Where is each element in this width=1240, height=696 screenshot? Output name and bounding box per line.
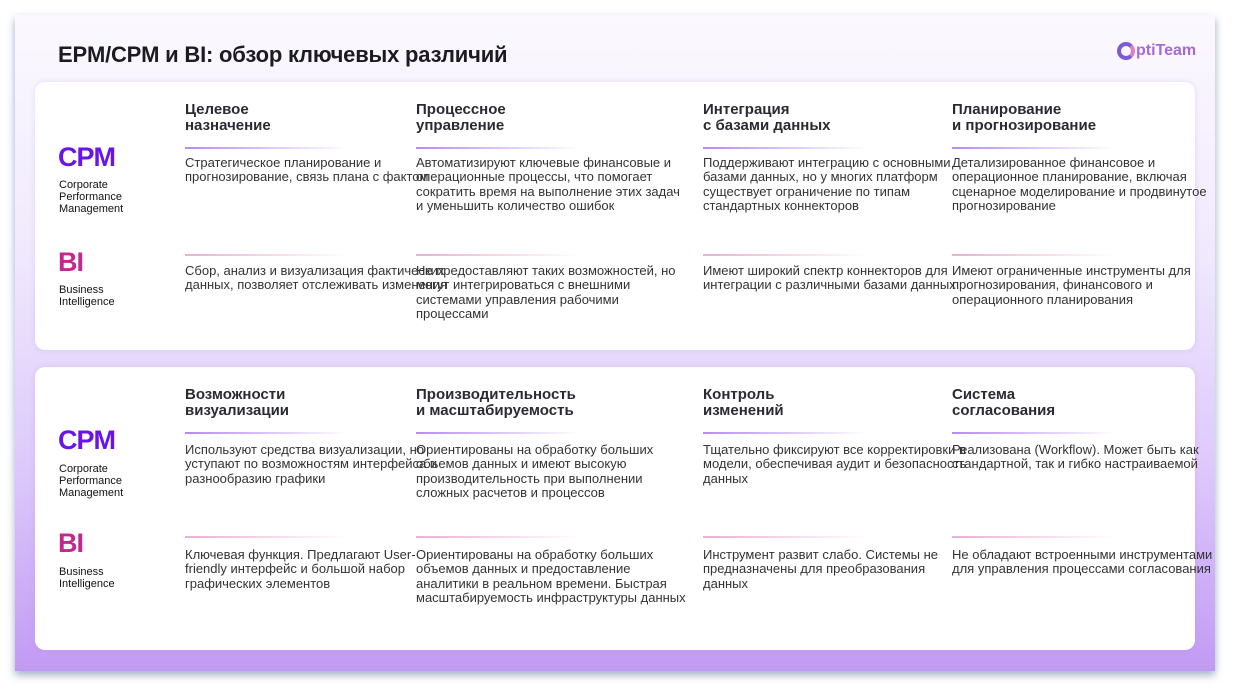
column-header: Планирование и прогнозирование <box>952 102 1182 134</box>
column-header: Возможности визуализации <box>185 387 415 419</box>
bi-cell: Не обладают встроенными инструментами дл… <box>952 547 1213 577</box>
cpm-cell: Используют средства визуализации, но уст… <box>185 442 438 486</box>
column-header: Целевое назначение <box>185 102 415 134</box>
cpm-divider <box>185 147 350 149</box>
column-header: Процессное управление <box>416 102 646 134</box>
bi-full-name-line: Intelligence <box>59 296 115 308</box>
bi-cell: Сбор, анализ и визуализация фактических … <box>185 263 448 293</box>
column-header-line: назначение <box>185 117 271 134</box>
column-header-line: Производительность <box>416 386 576 403</box>
cpm-cell: Реализована (Workflow). Может быть как с… <box>952 442 1199 472</box>
column-header-line: Процессное <box>416 101 506 118</box>
column-header-line: Контроль <box>703 386 775 403</box>
cpm-full-name-line: Corporate <box>59 179 108 191</box>
column-header-line: согласования <box>952 402 1056 419</box>
cpm-label: CPM <box>58 142 116 172</box>
optiteam-logo: ptiTeam <box>1117 42 1196 60</box>
column-header-line: и масштабируемость <box>416 402 574 419</box>
cpm-full-name-line: Performance <box>59 191 122 203</box>
bi-cell: Имеют ограниченные инструменты для прогн… <box>952 263 1191 307</box>
column-header-line: изменений <box>703 402 784 419</box>
cpm-cell: Стратегическое планирование и прогнозиро… <box>185 155 429 185</box>
bi-label: BI <box>58 528 84 558</box>
bi-divider <box>416 536 581 538</box>
bi-divider <box>952 536 1117 538</box>
bi-cell: Имеют широкий спектр коннекторов для инт… <box>703 263 956 293</box>
cpm-divider <box>952 432 1117 434</box>
cpm-full-name: Corporate Performance Management <box>59 179 123 215</box>
cpm-divider <box>416 432 581 434</box>
cpm-full-name: Corporate Performance Management <box>59 463 123 499</box>
column-header: Система согласования <box>952 387 1182 419</box>
cpm-cell: Ориентированы на обработку больших объем… <box>416 442 654 501</box>
cpm-cell: Детализированное финансовое и операционн… <box>952 155 1207 214</box>
cpm-divider <box>703 432 868 434</box>
cpm-divider <box>952 147 1117 149</box>
cpm-cell: Автоматизируют ключевые финансовые и опе… <box>416 155 680 214</box>
bi-divider <box>703 536 868 538</box>
column-header-line: Целевое <box>185 101 249 118</box>
cpm-full-name-line: Corporate <box>59 463 108 475</box>
column-header: Интеграция с базами данных <box>703 102 933 134</box>
column-header: Производительность и масштабируемость <box>416 387 646 419</box>
bi-full-name: Business Intelligence <box>59 566 115 590</box>
column-header-line: Интеграция <box>703 101 790 118</box>
slide: EPM/CPM и BI: обзор ключевых различий pt… <box>15 15 1215 671</box>
bi-divider <box>416 254 581 256</box>
bi-full-name-line: Business <box>59 566 104 578</box>
bi-full-name-line: Business <box>59 284 104 296</box>
comparison-card-1: CPM Corporate Performance Management BI Busin… <box>35 82 1207 350</box>
column-header-line: Возможности <box>185 386 286 403</box>
bi-cell: Не предоставляют таких возможностей, но … <box>416 263 676 322</box>
cpm-label: CPM <box>58 425 116 455</box>
column-header-line: визуализации <box>185 402 290 419</box>
cpm-full-name-line: Management <box>59 487 124 499</box>
cpm-full-name-line: Performance <box>59 475 122 487</box>
bi-divider <box>185 536 350 538</box>
column-header: Контроль изменений <box>703 387 933 419</box>
page-title: EPM/CPM и BI: обзор ключевых различий <box>58 42 508 67</box>
bi-full-name-line: Intelligence <box>59 578 115 590</box>
column-header-line: управление <box>416 117 505 134</box>
column-header-line: и прогнозирование <box>952 117 1097 134</box>
cpm-cell: Поддерживают интеграцию с основными база… <box>703 155 951 214</box>
column-header-line: с базами данных <box>703 117 831 134</box>
cpm-divider <box>703 147 868 149</box>
bi-full-name: Business Intelligence <box>59 284 115 308</box>
column-header-line: Планирование <box>952 101 1062 118</box>
comparison-card-2: CPM Corporate Performance Management BI Busin… <box>35 367 1212 650</box>
bi-divider <box>952 254 1117 256</box>
bi-label: BI <box>58 247 84 277</box>
bi-cell: Ориентированы на обработку больших объем… <box>416 547 686 606</box>
cpm-cell: Тщательно фиксируют все корректировки в … <box>703 442 967 486</box>
cpm-divider <box>185 432 350 434</box>
column-header-line: Система <box>952 386 1016 403</box>
bi-divider <box>703 254 868 256</box>
bi-divider <box>185 254 350 256</box>
logo-o-icon <box>1117 42 1135 60</box>
cpm-divider <box>416 147 581 149</box>
bi-cell: Инструмент развит слабо. Системы не пред… <box>703 547 939 591</box>
bi-cell: Ключевая функция. Предлагают User-friend… <box>185 547 416 591</box>
cpm-full-name-line: Management <box>59 203 124 215</box>
